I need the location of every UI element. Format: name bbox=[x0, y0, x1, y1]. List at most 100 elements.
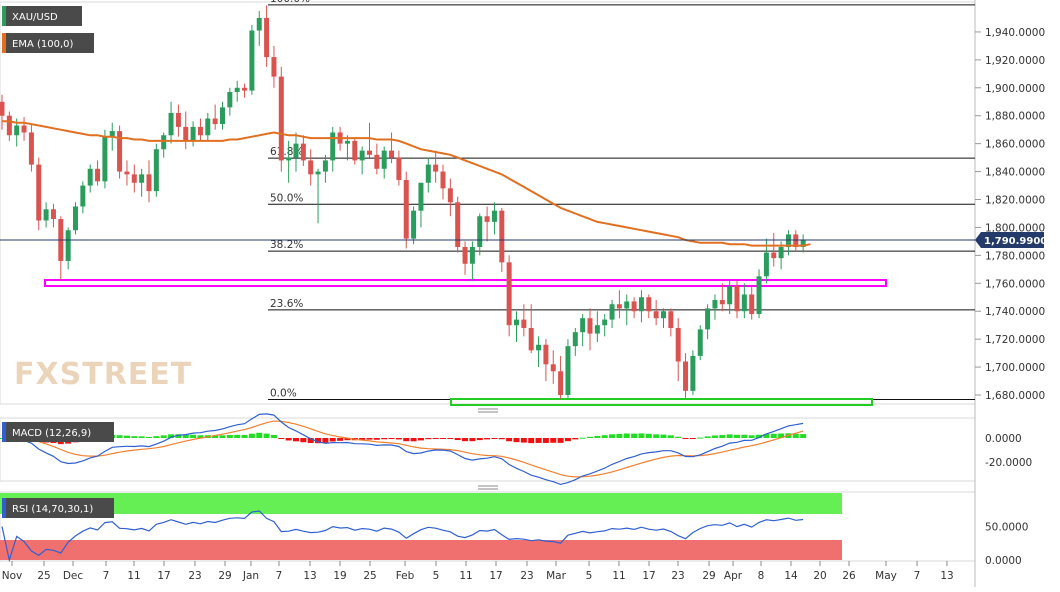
date-tick-label: 7 bbox=[276, 570, 283, 582]
macd-legend[interactable]: MACD (12,26,9) bbox=[2, 422, 114, 442]
macd-histogram-bar bbox=[344, 438, 351, 441]
support-zone-rectangle[interactable] bbox=[44, 279, 887, 287]
candle-body bbox=[683, 361, 689, 391]
candle-body bbox=[778, 246, 784, 259]
macd-histogram-bar bbox=[131, 436, 138, 438]
candle-body bbox=[153, 149, 159, 192]
candle-body bbox=[205, 118, 211, 136]
candle-body bbox=[21, 125, 27, 133]
macd-histogram-bar bbox=[300, 438, 307, 443]
macd-histogram-bar bbox=[726, 434, 733, 438]
candle-body bbox=[506, 262, 512, 326]
date-tick-label: Nov bbox=[2, 570, 23, 582]
macd-histogram-bar bbox=[263, 433, 270, 438]
macd-histogram-bar bbox=[631, 433, 638, 438]
candle-body bbox=[315, 171, 321, 175]
watermark-logo: FXSTREET bbox=[14, 357, 192, 392]
macd-histogram-bar bbox=[212, 435, 219, 438]
candle-body bbox=[403, 179, 409, 239]
rsi-panel-resize-handle[interactable] bbox=[478, 485, 498, 490]
macd-histogram-bar bbox=[462, 438, 469, 442]
candle-body bbox=[800, 240, 806, 247]
candle-body bbox=[543, 344, 549, 365]
macd-histogram-bar bbox=[116, 435, 123, 438]
date-tick-label: 5 bbox=[586, 570, 593, 582]
candle-body bbox=[514, 319, 519, 326]
macd-histogram-bar bbox=[248, 433, 255, 438]
macd-histogram-bar bbox=[638, 433, 645, 438]
macd-histogram-bar bbox=[572, 438, 579, 440]
rsi-legend[interactable]: RSI (14,70,30,1) bbox=[2, 498, 114, 518]
macd-histogram-bar bbox=[778, 433, 785, 438]
candle-body bbox=[286, 157, 292, 161]
date-tick-label: 17 bbox=[157, 570, 170, 582]
macd-panel-resize-handle[interactable] bbox=[478, 408, 498, 413]
price-tick-label: 1,740.0000 bbox=[985, 306, 1045, 318]
candle-body bbox=[249, 30, 255, 91]
macd-histogram-bar bbox=[528, 438, 535, 444]
candle-body bbox=[212, 118, 218, 125]
price-tick-label: 1,700.0000 bbox=[985, 362, 1045, 374]
macd-histogram-bar bbox=[763, 433, 770, 438]
candle-body bbox=[43, 209, 49, 221]
macd-histogram-bar bbox=[660, 434, 667, 438]
candle-body bbox=[234, 87, 240, 92]
macd-histogram-bar bbox=[123, 435, 130, 438]
candle-body bbox=[293, 143, 299, 158]
candle-body bbox=[322, 160, 328, 172]
date-tick-label: Apr bbox=[724, 570, 743, 582]
macd-histogram-bar bbox=[616, 433, 623, 438]
macd-axis-labels: 0.0000 -20.0000 bbox=[985, 433, 1032, 469]
candle-body bbox=[381, 150, 387, 169]
macd-histogram-bar bbox=[491, 438, 498, 439]
price-tick-label: 1,680.0000 bbox=[985, 390, 1045, 402]
candle-body bbox=[146, 174, 152, 192]
price-tick-label: 1,780.0000 bbox=[985, 250, 1045, 262]
candlesticks bbox=[0, 5, 806, 400]
macd-histogram-bar bbox=[315, 438, 322, 444]
macd-histogram-bar bbox=[623, 433, 630, 438]
macd-histogram-bar bbox=[535, 438, 542, 443]
date-tick-label: 23 bbox=[188, 570, 201, 582]
candle-body bbox=[131, 174, 137, 183]
current-price-tag: 1,790.9900 bbox=[975, 232, 1047, 249]
candle-body bbox=[455, 202, 461, 247]
macd-histogram-bar bbox=[520, 438, 527, 443]
macd-histogram-bar bbox=[484, 438, 491, 440]
bottom-zone-rectangle[interactable] bbox=[450, 398, 873, 406]
date-tick-label: 11 bbox=[459, 570, 472, 582]
candle-body bbox=[793, 234, 799, 247]
candle-body bbox=[550, 364, 556, 372]
date-tick-label: 8 bbox=[758, 570, 765, 582]
candle-body bbox=[175, 112, 181, 127]
price-axis-labels: 1,680.0000 1,700.0000 1,720.0000 1,740.0000… bbox=[985, 27, 1045, 402]
date-tick-label: Dec bbox=[63, 570, 84, 582]
macd-histogram-bar bbox=[498, 438, 505, 440]
price-tick-label: 1,860.0000 bbox=[985, 139, 1045, 151]
price-tick-label: 1,760.0000 bbox=[985, 278, 1045, 290]
candle-body bbox=[102, 136, 108, 182]
date-tick-label: 5 bbox=[433, 570, 440, 582]
instrument-legend[interactable]: XAU/USD bbox=[2, 6, 82, 26]
date-tick-label: Mar bbox=[546, 570, 566, 582]
date-tick-label: Feb bbox=[396, 570, 415, 582]
macd-histogram-bar bbox=[579, 437, 586, 439]
candle-body bbox=[389, 150, 395, 158]
macd-histogram-bar bbox=[719, 435, 726, 438]
candle-body bbox=[139, 174, 145, 183]
date-tick-label: 11 bbox=[612, 570, 625, 582]
macd-histogram-bar bbox=[329, 438, 336, 442]
candle-body bbox=[308, 160, 314, 175]
macd-histogram-bar bbox=[322, 438, 329, 443]
candle-body bbox=[536, 344, 542, 351]
macd-histogram-bar bbox=[792, 433, 799, 438]
date-tick-label: Jan bbox=[242, 570, 259, 582]
candle-body bbox=[418, 182, 424, 211]
ema-legend[interactable]: EMA (100,0) bbox=[2, 33, 94, 53]
candle-body bbox=[705, 308, 711, 330]
macd-histogram-bar bbox=[175, 434, 182, 438]
macd-histogram-bar bbox=[557, 438, 564, 443]
candle-body bbox=[95, 168, 101, 182]
date-axis-labels: Nov 25 Dec 7 11 17 23 29 Jan 7 13 19 25 Feb 5 11 17 23 Mar… bbox=[2, 561, 954, 582]
